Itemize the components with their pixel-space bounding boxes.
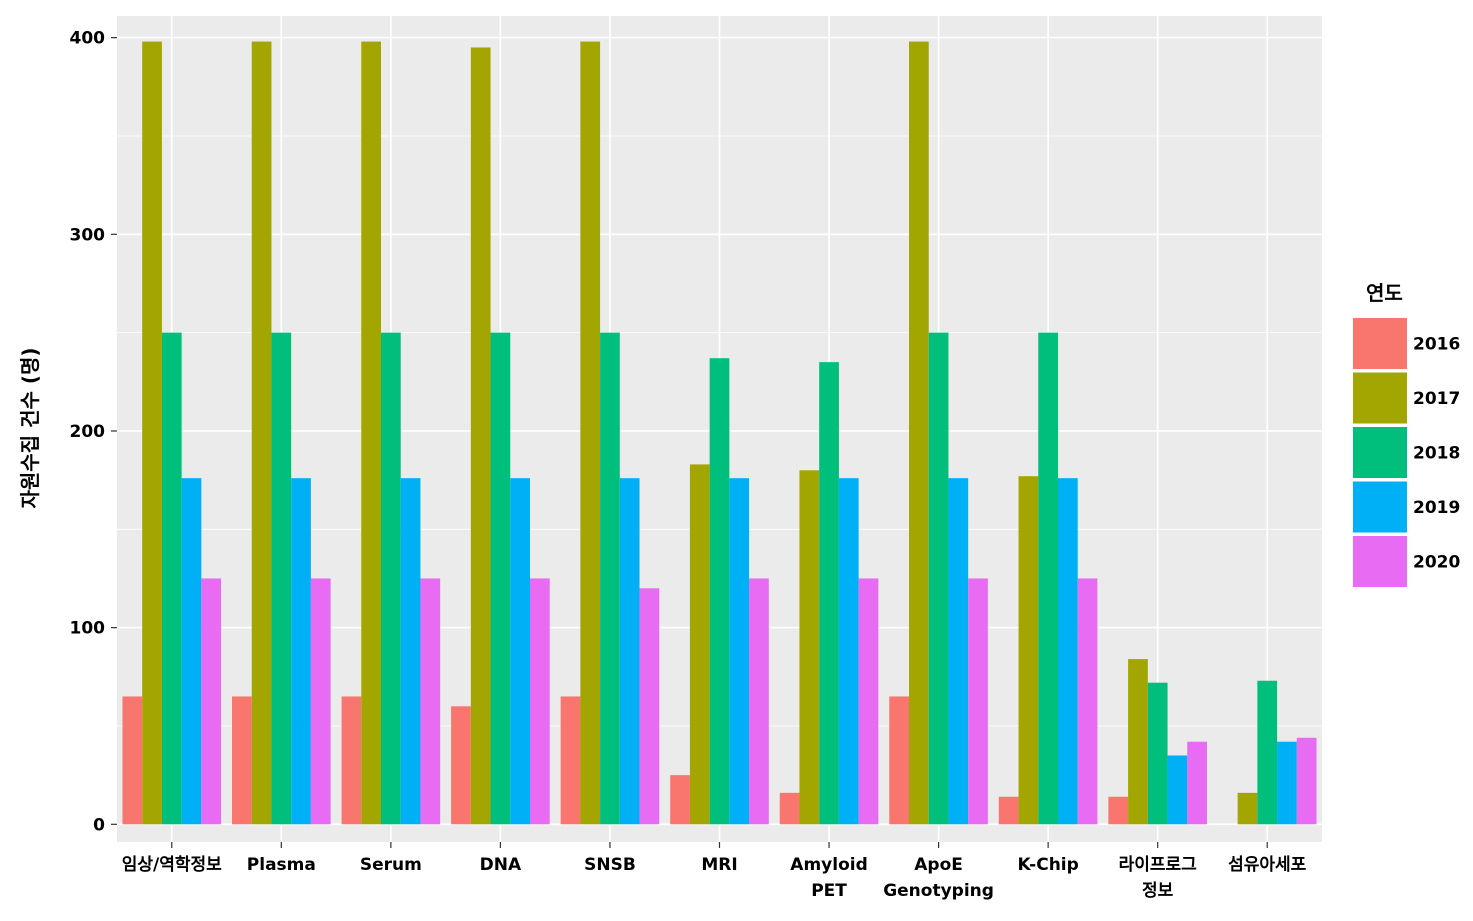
- legend-label: 2020: [1413, 553, 1460, 573]
- legend-key-2017: [1353, 372, 1407, 424]
- bar-2020-MRI: [749, 578, 769, 825]
- bar-2020-Plasma: [310, 578, 331, 825]
- bar-2016-DNA: [451, 706, 471, 825]
- bar-2019-섬유아세포: [1277, 741, 1297, 825]
- x-tick-label: K-Chip: [1017, 855, 1078, 875]
- bar-2020-라이프로그 정보: [1187, 741, 1207, 825]
- bar-2020-DNA: [529, 578, 550, 825]
- y-tick-label: 300: [70, 225, 106, 245]
- y-tick-label: 100: [70, 619, 106, 639]
- x-tick-label: 임상/역학정보: [122, 854, 222, 875]
- bar-2017-SNSB: [580, 41, 601, 825]
- bar-2019-SNSB: [619, 478, 640, 825]
- bar-2018-임상/역학정보: [161, 332, 182, 825]
- legend-title: 연도: [1366, 281, 1403, 305]
- y-axis: 0 100 200 300 400: [70, 29, 117, 835]
- bar-2020-Serum: [420, 578, 441, 825]
- bar-2020-SNSB: [639, 588, 660, 825]
- legend-label: 2017: [1413, 389, 1460, 409]
- bar-2019-Plasma: [291, 478, 311, 825]
- bar-2017-K-Chip: [1018, 476, 1039, 825]
- bar-2017-MRI: [689, 464, 710, 825]
- x-tick-label: ApoE Genotyping: [883, 855, 994, 901]
- legend-label: 2016: [1413, 335, 1460, 355]
- bar-2018-Plasma: [271, 332, 292, 825]
- legend-label: 2019: [1413, 498, 1460, 518]
- legend-key-2018: [1353, 427, 1407, 478]
- bar-2017-섬유아세포: [1237, 792, 1258, 825]
- bar-2018-Serum: [381, 332, 401, 825]
- y-axis-title: 자원수집 건수 (명): [18, 347, 42, 508]
- x-tick-label: Amyloid PET: [790, 855, 867, 901]
- bar-2020-Amyloid PET: [858, 578, 879, 825]
- bars: [122, 41, 1317, 825]
- bar-2019-라이프로그 정보: [1167, 755, 1188, 825]
- bar-2018-섬유아세포: [1257, 680, 1278, 825]
- x-axis: 임상/역학정보 Plasma Serum DNA SNSB MRI Amyloid PET Ap…: [122, 842, 1307, 901]
- x-tick-label: 섬유아세포: [1228, 855, 1307, 875]
- bar-2016-MRI: [670, 775, 690, 825]
- x-tick-label: Serum: [360, 855, 422, 875]
- y-tick-label: 0: [93, 815, 105, 835]
- bar-2016-임상/역학정보: [122, 696, 143, 825]
- bar-2019-DNA: [510, 478, 530, 825]
- bar-2019-임상/역학정보: [181, 478, 202, 825]
- bar-2017-Plasma: [251, 41, 272, 825]
- bar-2019-Amyloid PET: [838, 478, 859, 825]
- legend-key-2020: [1353, 536, 1407, 587]
- legend-key-2019: [1353, 481, 1407, 533]
- legend: 연도 2016 2017 2018 2019 2020: [1353, 281, 1460, 587]
- x-tick-label: Plasma: [247, 855, 316, 875]
- bar-2016-Amyloid PET: [779, 792, 800, 825]
- bar-2017-DNA: [470, 47, 491, 825]
- bar-2020-K-Chip: [1077, 578, 1098, 825]
- bar-2016-Serum: [341, 696, 362, 825]
- bar-2018-K-Chip: [1038, 332, 1058, 825]
- bar-2018-Amyloid PET: [819, 362, 839, 825]
- y-tick-label: 200: [70, 422, 106, 442]
- bar-2018-DNA: [490, 332, 511, 825]
- bar-2018-SNSB: [600, 332, 620, 825]
- bar-2017-Serum: [361, 41, 382, 825]
- bar-2019-Serum: [400, 478, 421, 825]
- x-tick-label: DNA: [480, 855, 522, 875]
- bar-2020-ApoE Genotyping: [968, 578, 988, 825]
- bar-2016-Plasma: [232, 696, 252, 825]
- bar-2016-SNSB: [560, 696, 581, 825]
- x-tick-label: SNSB: [584, 855, 636, 875]
- bar-2017-라이프로그 정보: [1128, 659, 1148, 825]
- bar-2020-임상/역학정보: [201, 578, 222, 825]
- bar-2019-ApoE Genotyping: [948, 478, 969, 825]
- bar-2018-MRI: [709, 358, 730, 825]
- bar-2016-라이프로그 정보: [1108, 796, 1129, 825]
- y-tick-label: 400: [70, 29, 106, 49]
- bar-2018-ApoE Genotyping: [928, 332, 949, 825]
- bar-2017-Amyloid PET: [799, 470, 820, 825]
- bar-2017-ApoE Genotyping: [909, 41, 929, 825]
- legend-key-2016: [1353, 318, 1407, 369]
- x-tick-label: MRI: [701, 855, 737, 875]
- bar-2018-라이프로그 정보: [1147, 682, 1168, 825]
- bar-2016-ApoE Genotyping: [889, 696, 910, 825]
- legend-label: 2018: [1413, 444, 1460, 464]
- bar-2017-임상/역학정보: [142, 41, 162, 825]
- bar-2016-K-Chip: [998, 796, 1019, 825]
- bar-2019-K-Chip: [1057, 478, 1078, 825]
- x-tick-label: 라이프로그 정보: [1119, 855, 1198, 901]
- bar-2020-섬유아세포: [1296, 737, 1317, 825]
- bar-2019-MRI: [729, 478, 750, 825]
